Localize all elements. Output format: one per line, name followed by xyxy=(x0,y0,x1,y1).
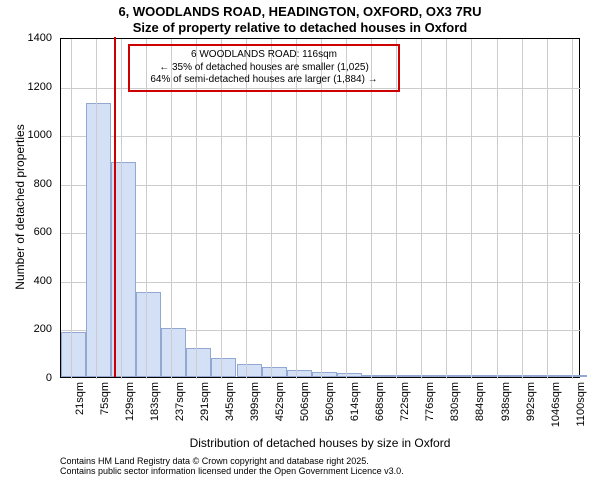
x-tick-labels: 21sqm 75sqm 129sqm 183sqm 237sqm 291sqm 345sqm… xyxy=(60,378,580,438)
footer-attribution: Contains HM Land Registry data © Crown c… xyxy=(60,456,404,476)
histogram-bar xyxy=(437,375,462,377)
grid-line xyxy=(446,39,447,379)
grid-line xyxy=(522,39,523,379)
histogram-bar xyxy=(86,103,111,377)
y-tick-label: 400 xyxy=(34,275,52,287)
chart-container: 6, WOODLANDS ROAD, HEADINGTON, OXFORD, O… xyxy=(0,0,600,500)
grid-line xyxy=(121,39,122,379)
subject-marker-line xyxy=(114,37,116,377)
title-line-1: 6, WOODLANDS ROAD, HEADINGTON, OXFORD, O… xyxy=(0,4,600,20)
x-tick-label: 560sqm xyxy=(324,382,336,421)
footer-line-2: Contains public sector information licen… xyxy=(60,466,404,476)
y-tick-label: 0 xyxy=(46,372,52,384)
grid-line xyxy=(572,39,573,379)
y-tick-label: 1000 xyxy=(28,129,52,141)
x-tick-label: 1100sqm xyxy=(575,382,587,426)
histogram-bar xyxy=(211,358,236,377)
histogram-bar xyxy=(562,375,587,377)
x-tick-label: 237sqm xyxy=(174,382,186,421)
histogram-bar xyxy=(237,364,262,377)
y-tick-label: 600 xyxy=(34,226,52,238)
grid-line xyxy=(471,39,472,379)
title-block: 6, WOODLANDS ROAD, HEADINGTON, OXFORD, O… xyxy=(0,4,600,35)
y-tick-label: 200 xyxy=(34,323,52,335)
x-tick-label: 776sqm xyxy=(424,382,436,421)
x-tick-label: 722sqm xyxy=(399,382,411,421)
histogram-bar xyxy=(186,348,211,377)
histogram-bar xyxy=(312,372,337,377)
grid-line xyxy=(421,39,422,379)
x-tick-label: 452sqm xyxy=(274,382,286,421)
x-tick-label: 75sqm xyxy=(99,382,111,415)
y-tick-labels: 0200400600800100012001400 xyxy=(0,38,56,378)
y-tick-label: 800 xyxy=(34,178,52,190)
callout-line-1: 6 WOODLANDS ROAD: 116sqm xyxy=(136,49,392,62)
histogram-bar xyxy=(337,373,362,377)
x-tick-label: 399sqm xyxy=(249,382,261,421)
x-tick-label: 345sqm xyxy=(224,382,236,421)
footer-line-1: Contains HM Land Registry data © Crown c… xyxy=(60,456,404,466)
x-axis-label: Distribution of detached houses by size … xyxy=(60,436,580,450)
histogram-bar xyxy=(412,375,437,377)
histogram-bar xyxy=(487,375,512,377)
x-tick-label: 506sqm xyxy=(299,382,311,421)
callout-box: 6 WOODLANDS ROAD: 116sqm ← 35% of detach… xyxy=(128,44,400,92)
x-tick-label: 614sqm xyxy=(349,382,361,421)
grid-line xyxy=(547,39,548,379)
grid-line xyxy=(497,39,498,379)
grid-line xyxy=(71,39,72,379)
callout-line-2: ← 35% of detached houses are smaller (1,… xyxy=(136,62,392,75)
x-tick-label: 830sqm xyxy=(449,382,461,421)
histogram-bar xyxy=(512,375,537,377)
histogram-bar xyxy=(462,375,487,377)
histogram-bar xyxy=(262,367,287,377)
y-tick-label: 1200 xyxy=(28,81,52,93)
x-tick-label: 291sqm xyxy=(199,382,211,421)
grid-line xyxy=(96,39,97,379)
y-tick-label: 1400 xyxy=(28,32,52,44)
histogram-bar xyxy=(136,292,161,377)
histogram-bar xyxy=(362,375,387,377)
histogram-bar xyxy=(287,370,312,377)
callout-line-3: 64% of semi-detached houses are larger (… xyxy=(136,74,392,87)
x-tick-label: 992sqm xyxy=(525,382,537,421)
x-tick-label: 938sqm xyxy=(500,382,512,421)
histogram-bar xyxy=(537,375,562,377)
histogram-bar xyxy=(161,328,186,377)
x-tick-label: 1046sqm xyxy=(550,382,562,427)
histogram-bar xyxy=(387,375,412,377)
y-axis-label: Number of detached properties xyxy=(13,57,27,357)
x-tick-label: 183sqm xyxy=(149,382,161,421)
x-tick-label: 668sqm xyxy=(374,382,386,421)
histogram-bar xyxy=(61,332,86,377)
title-line-2: Size of property relative to detached ho… xyxy=(0,20,600,36)
x-tick-label: 129sqm xyxy=(124,382,136,421)
x-tick-label: 884sqm xyxy=(474,382,486,421)
x-tick-label: 21sqm xyxy=(74,382,86,415)
